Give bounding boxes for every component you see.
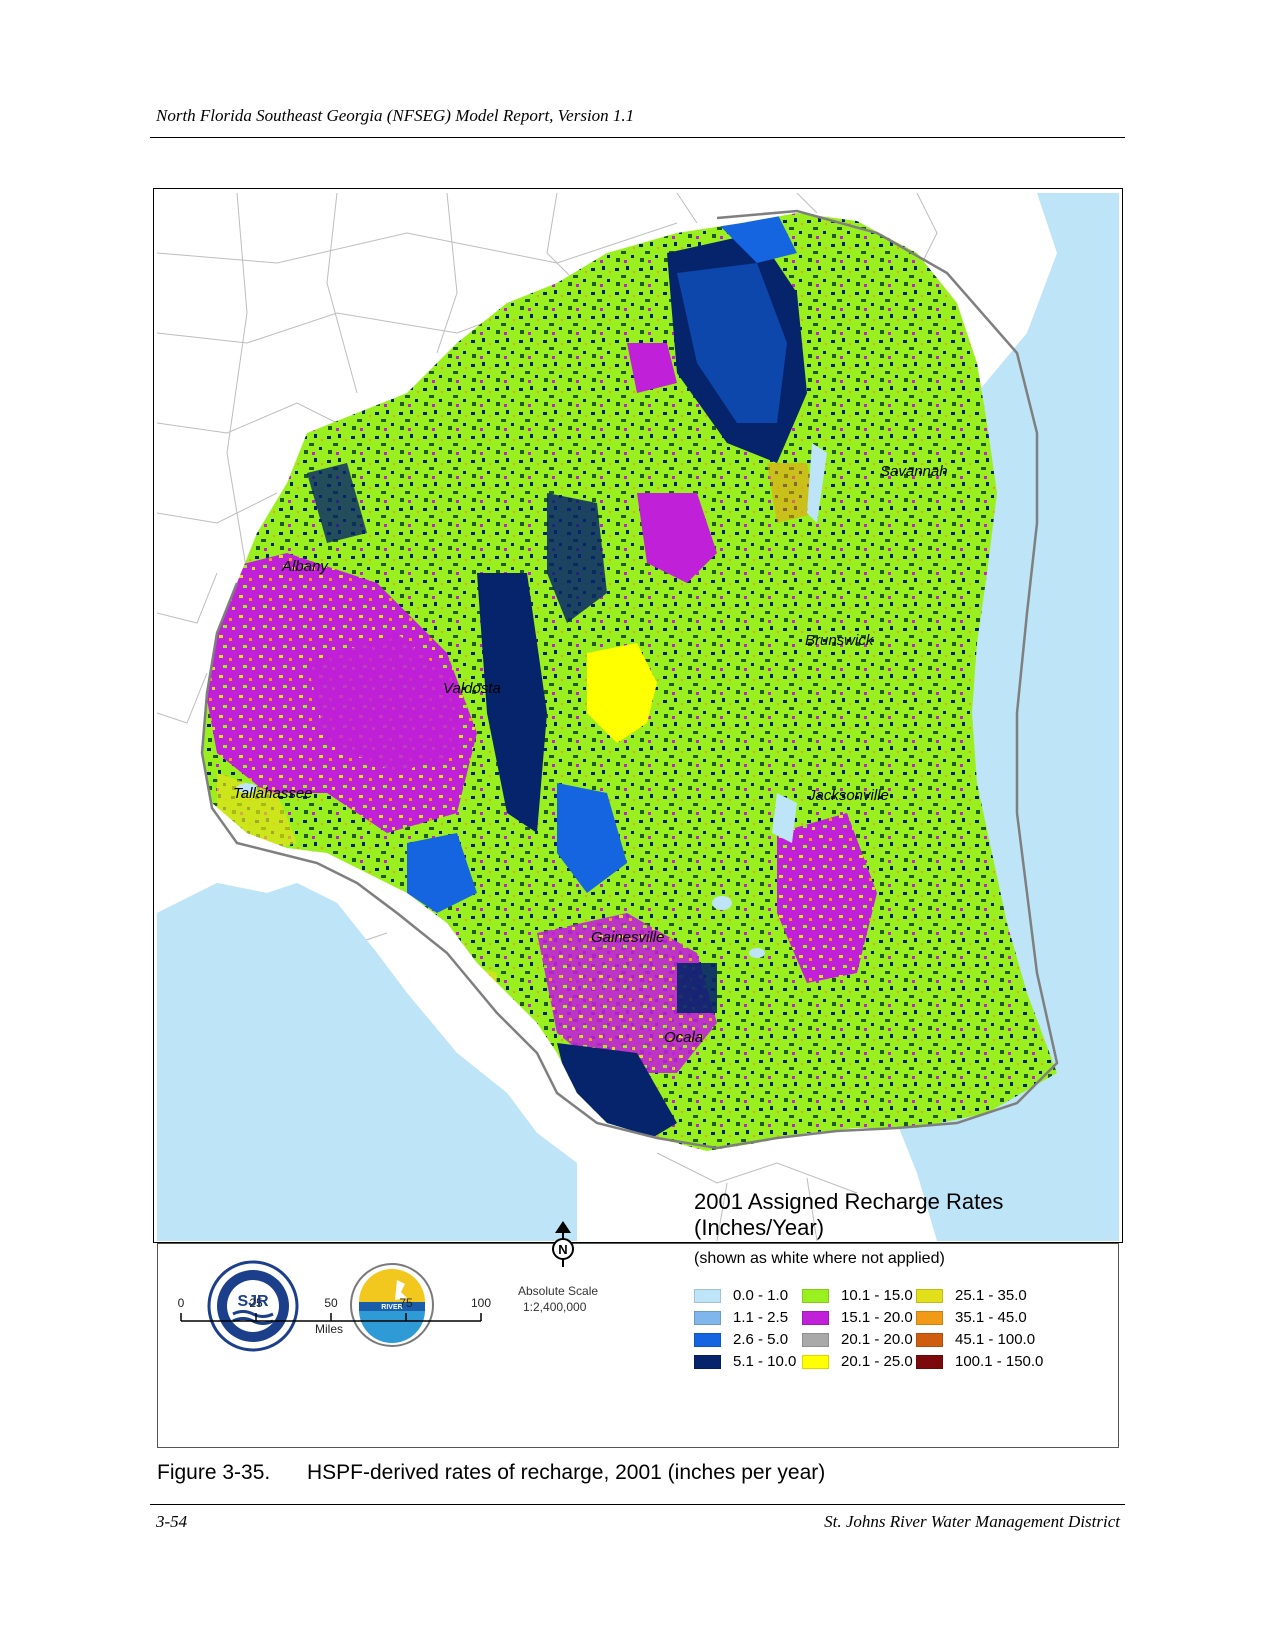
legend-item-label: 45.1 - 100.0 xyxy=(955,1331,1036,1348)
legend-item: 100.1 - 150.0 xyxy=(916,1353,1043,1370)
srwmd-logo: RIVER xyxy=(350,1263,434,1347)
legend-item-label: 100.1 - 150.0 xyxy=(955,1353,1044,1370)
legend-item: 35.1 - 45.0 xyxy=(916,1309,1027,1326)
legend-title-line2: (Inches/Year) xyxy=(694,1215,825,1240)
north-arrow-icon: N xyxy=(552,1221,574,1267)
legend-item: 20.1 - 20.0 xyxy=(802,1331,913,1348)
legend-swatch xyxy=(916,1288,943,1303)
scale-bar-line xyxy=(180,1313,482,1322)
scale-tick-label: 50 xyxy=(324,1296,338,1310)
footer-rule xyxy=(150,1504,1125,1505)
legend-title-line1: 2001 Assigned Recharge Rates xyxy=(694,1189,1004,1214)
legend-item-label: 35.1 - 45.0 xyxy=(955,1309,1027,1326)
recharge-map xyxy=(157,193,1119,1241)
legend-swatch xyxy=(802,1288,829,1303)
legend-swatch xyxy=(916,1310,943,1325)
scale-unit-label: Miles xyxy=(315,1322,344,1336)
study-area-boundary xyxy=(200,209,1059,1150)
absolute-scale-value: 1:2,400,000 xyxy=(523,1300,587,1314)
report-header: North Florida Southeast Georgia (NFSEG) … xyxy=(156,106,635,125)
legend-item: 45.1 - 100.0 xyxy=(916,1331,1035,1348)
city-jacksonville: Jacksonville xyxy=(808,787,889,804)
legend-item-label: 20.1 - 25.0 xyxy=(841,1353,913,1370)
absolute-scale-label: Absolute Scale xyxy=(518,1284,599,1298)
zone-20-25 xyxy=(587,643,657,743)
legend-swatch xyxy=(802,1332,829,1347)
svg-text:SJR: SJR xyxy=(237,1293,269,1310)
svg-text:RIVER: RIVER xyxy=(381,1304,402,1311)
legend-item: 0.0 - 1.0 xyxy=(694,1287,788,1304)
city-savannah: Savannah xyxy=(880,463,948,480)
absolute-scale: Absolute Scale 1:2,400,000 xyxy=(518,1283,598,1315)
legend-item-label: 20.1 - 20.0 xyxy=(841,1331,913,1348)
page-number: 3-54 xyxy=(156,1512,188,1531)
legend-swatch xyxy=(694,1310,721,1325)
county-lines xyxy=(157,193,938,1241)
city-ocala: Ocala xyxy=(664,1029,704,1046)
scale-tick-label: 0 xyxy=(177,1296,185,1310)
legend-swatch xyxy=(916,1332,943,1347)
scale-tick-label: 75 xyxy=(399,1296,413,1310)
legend-item: 20.1 - 25.0 xyxy=(802,1353,913,1370)
figure-caption: Figure 3-35. HSPF-derived rates of rechar… xyxy=(157,1461,825,1485)
legend-note: (shown as white where not applied) xyxy=(694,1250,945,1267)
city-brunswick: Brunswick xyxy=(805,632,874,649)
legend-item-label: 0.0 - 1.0 xyxy=(733,1287,789,1304)
figure-number: Figure 3-35. xyxy=(157,1461,271,1484)
legend-item-label: 1.1 - 2.5 xyxy=(733,1309,789,1326)
sjrwmd-logo: SJR xyxy=(207,1260,299,1352)
header-rule xyxy=(150,137,1125,138)
legend-swatch xyxy=(694,1288,721,1303)
legend-item-label: 2.6 - 5.0 xyxy=(733,1331,789,1348)
legend-title: 2001 Assigned Recharge Rates (Inches/Yea… xyxy=(694,1189,1003,1241)
city-gainesville: Gainesville xyxy=(591,929,665,946)
scale-tick-label: 100 xyxy=(470,1296,492,1310)
legend-swatch xyxy=(802,1310,829,1325)
legend-item-label: 25.1 - 35.0 xyxy=(955,1287,1027,1304)
legend-item-label: 5.1 - 10.0 xyxy=(733,1353,797,1370)
legend-item: 5.1 - 10.0 xyxy=(694,1353,796,1370)
legend-swatch xyxy=(694,1332,721,1347)
legend-swatch xyxy=(694,1354,721,1369)
legend-item: 2.6 - 5.0 xyxy=(694,1331,788,1348)
svg-text:N: N xyxy=(558,1242,567,1257)
legend-swatch xyxy=(802,1354,829,1369)
legend-item: 1.1 - 2.5 xyxy=(694,1309,788,1326)
legend-item-label: 10.1 - 15.0 xyxy=(841,1287,913,1304)
city-valdosta: Valdosta xyxy=(443,680,501,697)
legend-item: 15.1 - 20.0 xyxy=(802,1309,913,1326)
legend-panel xyxy=(157,1243,1119,1448)
footer-organization: St. Johns River Water Management Distric… xyxy=(824,1512,1120,1531)
city-tallahassee: Tallahassee xyxy=(233,785,313,802)
legend-item: 10.1 - 15.0 xyxy=(802,1287,913,1304)
figure-caption-text: HSPF-derived rates of recharge, 2001 (in… xyxy=(307,1461,826,1484)
legend-item-label: 15.1 - 20.0 xyxy=(841,1309,913,1326)
city-albany: Albany xyxy=(282,558,328,575)
legend-item: 25.1 - 35.0 xyxy=(916,1287,1027,1304)
legend-swatch xyxy=(916,1354,943,1369)
scale-tick-label: 25 xyxy=(249,1296,263,1310)
